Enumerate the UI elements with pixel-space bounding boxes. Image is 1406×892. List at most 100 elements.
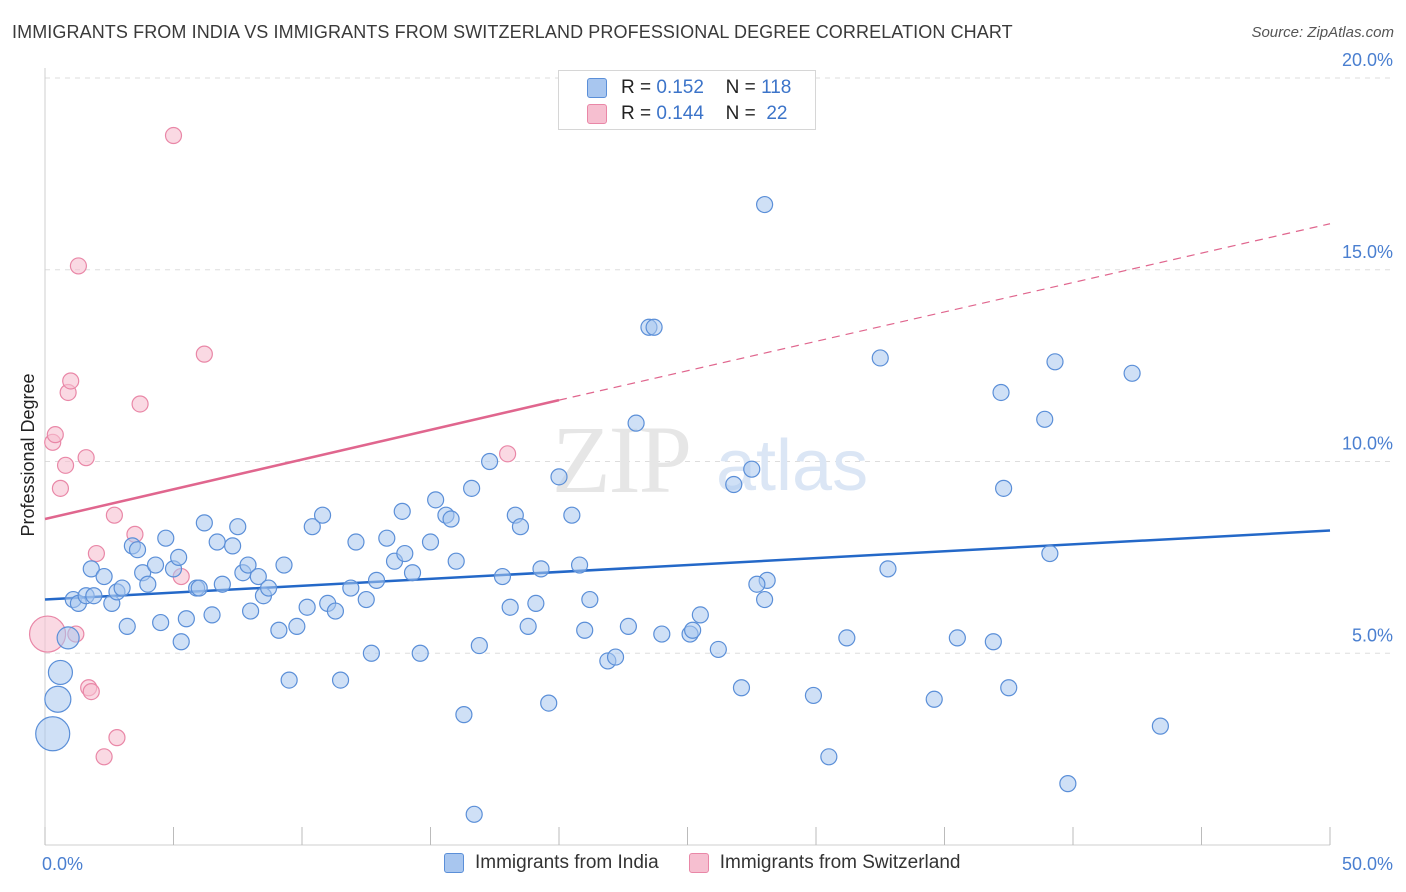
point-india xyxy=(239,556,257,574)
point-switzerland xyxy=(62,372,80,390)
point-india xyxy=(563,506,581,524)
point-india xyxy=(259,579,278,597)
point-india xyxy=(203,606,221,624)
y-tick-label: 5.0% xyxy=(1352,625,1393,645)
point-india xyxy=(275,556,293,574)
point-india xyxy=(1123,364,1141,382)
point-india xyxy=(249,567,267,586)
point-india xyxy=(347,533,365,551)
y-tick-label: 15.0% xyxy=(1342,242,1393,262)
point-india xyxy=(463,479,481,497)
trend-line-india xyxy=(44,529,1331,601)
point-india xyxy=(550,468,568,486)
point-india xyxy=(303,518,321,536)
point-india xyxy=(378,529,396,547)
point-india xyxy=(619,617,637,636)
point-india xyxy=(118,617,136,636)
point-india xyxy=(447,552,465,570)
point-india xyxy=(403,564,422,582)
point-india xyxy=(540,694,558,712)
stats-r-label-india: R = xyxy=(621,77,652,98)
point-india xyxy=(95,567,113,586)
point-india xyxy=(1036,410,1054,428)
stats-r-value-india: 0.152 xyxy=(656,77,704,98)
point-india xyxy=(128,541,147,559)
point-switzerland xyxy=(56,456,75,474)
point-india xyxy=(501,598,519,616)
point-india xyxy=(224,537,242,555)
legend-swatch-switzerland xyxy=(688,853,709,873)
point-india xyxy=(691,606,709,624)
point-switzerland xyxy=(499,445,517,463)
point-switzerland xyxy=(164,126,183,145)
stats-n-label-india: N = xyxy=(725,77,756,98)
point-india xyxy=(280,671,298,689)
point-india xyxy=(195,514,213,532)
stats-swatch-switzerland xyxy=(587,104,607,124)
legend-label-india: Immigrants from India xyxy=(475,852,659,873)
point-switzerland xyxy=(95,748,113,766)
point-switzerland xyxy=(108,729,126,747)
x-tick-label-max: 50.0% xyxy=(1342,854,1393,874)
point-india xyxy=(421,533,440,551)
point-india xyxy=(393,502,411,520)
point-india xyxy=(242,602,260,620)
legend-item-switzerland[interactable]: Immigrants from Switzerland xyxy=(688,852,960,874)
point-india xyxy=(804,686,823,705)
point-india xyxy=(172,633,190,651)
point-india xyxy=(85,587,103,605)
point-india xyxy=(653,625,671,643)
point-india xyxy=(732,679,751,697)
legend: Immigrants from India Immigrants from Sw… xyxy=(444,852,990,874)
point-india xyxy=(298,598,316,616)
point-switzerland xyxy=(105,506,123,524)
point-switzerland xyxy=(195,345,213,363)
point-india xyxy=(1000,679,1018,697)
point-india xyxy=(820,748,838,766)
trend-line-switzerland-extension xyxy=(558,223,1331,401)
chart-source: Source: ZipAtlas.com xyxy=(1251,24,1394,41)
point-india xyxy=(177,610,195,628)
stats-n-label-switzerland: N = xyxy=(725,103,756,124)
trend-line-switzerland xyxy=(44,398,560,521)
stats-r-label-switzerland: R = xyxy=(621,103,652,124)
point-india xyxy=(455,706,473,724)
point-india xyxy=(56,626,80,650)
point-india xyxy=(213,575,231,593)
stats-n-value-india: 118 xyxy=(761,77,792,98)
point-india xyxy=(270,621,288,639)
point-india xyxy=(362,644,380,662)
point-india xyxy=(1059,775,1077,793)
point-switzerland xyxy=(69,257,88,275)
watermark-atlas: atlas xyxy=(716,426,868,506)
legend-item-india[interactable]: Immigrants from India xyxy=(444,852,659,874)
point-switzerland xyxy=(51,479,70,497)
point-india xyxy=(838,629,856,647)
point-india xyxy=(152,613,170,632)
x-tick-label-min: 0.0% xyxy=(42,854,83,874)
point-india xyxy=(367,571,386,589)
stats-r-value-switzerland: 0.144 xyxy=(656,103,704,124)
point-india xyxy=(465,805,483,823)
point-india xyxy=(427,491,445,509)
point-india xyxy=(879,560,897,578)
point-india xyxy=(511,518,530,536)
point-switzerland xyxy=(77,449,95,467)
point-india xyxy=(871,349,889,367)
point-india xyxy=(527,594,545,612)
point-india xyxy=(748,575,766,593)
point-india xyxy=(684,621,702,639)
point-india xyxy=(35,716,71,752)
point-india xyxy=(570,556,589,574)
point-india xyxy=(170,548,188,566)
chart-title: IMMIGRANTS FROM INDIA VS IMMIGRANTS FROM… xyxy=(12,22,1013,42)
stats-box: R = 0.152 N = 118 R = 0.144 N = 22 xyxy=(558,70,816,130)
point-india xyxy=(357,590,375,609)
point-india xyxy=(157,529,175,547)
point-india xyxy=(481,452,499,471)
watermark-zip: ZIP xyxy=(552,406,690,513)
stats-swatch-india xyxy=(587,78,607,98)
point-india xyxy=(442,510,460,528)
y-tick-label: 10.0% xyxy=(1342,434,1393,454)
point-switzerland xyxy=(46,426,64,444)
